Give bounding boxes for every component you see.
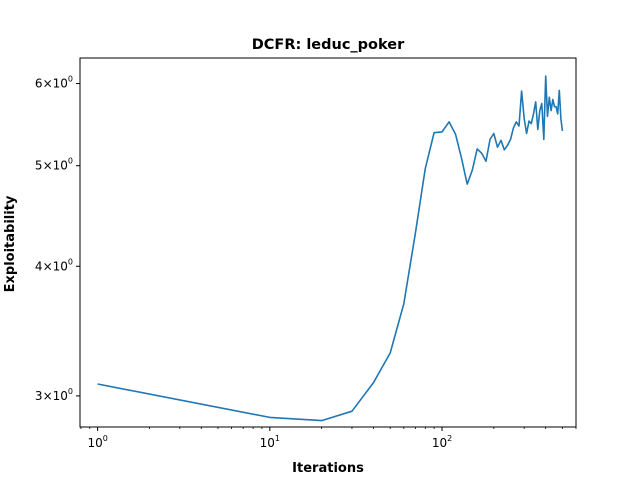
data-point bbox=[472, 169, 474, 171]
x-axis-label: Iterations bbox=[292, 461, 364, 476]
data-point bbox=[97, 383, 99, 385]
data-point bbox=[321, 420, 323, 422]
data-point bbox=[559, 90, 561, 92]
data-point bbox=[516, 121, 518, 123]
data-point bbox=[448, 121, 450, 123]
data-point bbox=[528, 120, 530, 122]
data-point bbox=[461, 158, 463, 160]
series-line bbox=[97, 75, 564, 422]
data-point bbox=[543, 139, 545, 141]
data-point bbox=[389, 352, 391, 354]
data-point bbox=[521, 90, 523, 92]
data-point bbox=[415, 233, 417, 235]
y-tick-label: 4×100 bbox=[35, 257, 73, 273]
data-point bbox=[539, 110, 541, 112]
data-point bbox=[425, 168, 427, 170]
data-point bbox=[523, 118, 525, 120]
data-point bbox=[541, 103, 543, 105]
data-point bbox=[555, 106, 557, 108]
data-point bbox=[500, 140, 502, 142]
data-point bbox=[504, 149, 506, 151]
data-point bbox=[433, 132, 435, 134]
data-point bbox=[481, 153, 483, 155]
y-tick-label: 6×100 bbox=[35, 75, 73, 91]
data-point bbox=[549, 97, 551, 99]
chart-title: DCFR: leduc_poker bbox=[252, 37, 405, 53]
x-tick-label: 102 bbox=[432, 434, 452, 450]
data-point bbox=[513, 127, 515, 129]
x-tick-label: 101 bbox=[260, 434, 280, 450]
data-point bbox=[485, 160, 487, 162]
y-tick-label: 5×100 bbox=[35, 157, 73, 173]
data-point bbox=[535, 101, 537, 103]
data-point bbox=[552, 99, 554, 101]
data-point bbox=[545, 75, 547, 77]
data-point bbox=[403, 303, 405, 305]
data-point bbox=[351, 410, 353, 412]
axis-ticks: 100 101 102 3×100 4×100 5×100 6×100 bbox=[35, 75, 577, 450]
data-point bbox=[531, 123, 533, 125]
data-point bbox=[554, 106, 556, 108]
data-point bbox=[510, 139, 512, 141]
data-point bbox=[489, 139, 491, 141]
data-point bbox=[476, 148, 478, 150]
data-point bbox=[518, 125, 520, 127]
data-point bbox=[497, 146, 499, 148]
data-point bbox=[455, 134, 457, 136]
data-point bbox=[562, 130, 564, 132]
data-point bbox=[441, 131, 443, 133]
data-point bbox=[526, 133, 528, 135]
data-point bbox=[560, 118, 562, 120]
data-point bbox=[507, 145, 509, 147]
data-point bbox=[550, 110, 552, 112]
y-tick-label: 3×100 bbox=[35, 387, 73, 403]
data-point bbox=[493, 133, 495, 135]
data-point bbox=[547, 116, 549, 118]
y-axis-label: Exploitability bbox=[3, 195, 18, 292]
plot-area-frame bbox=[79, 57, 577, 428]
data-point bbox=[466, 183, 468, 185]
data-point bbox=[537, 129, 539, 131]
x-tick-label: 100 bbox=[87, 434, 107, 450]
data-point bbox=[269, 417, 271, 419]
data-point bbox=[373, 382, 375, 384]
data-point bbox=[533, 113, 535, 115]
data-point bbox=[557, 113, 559, 115]
